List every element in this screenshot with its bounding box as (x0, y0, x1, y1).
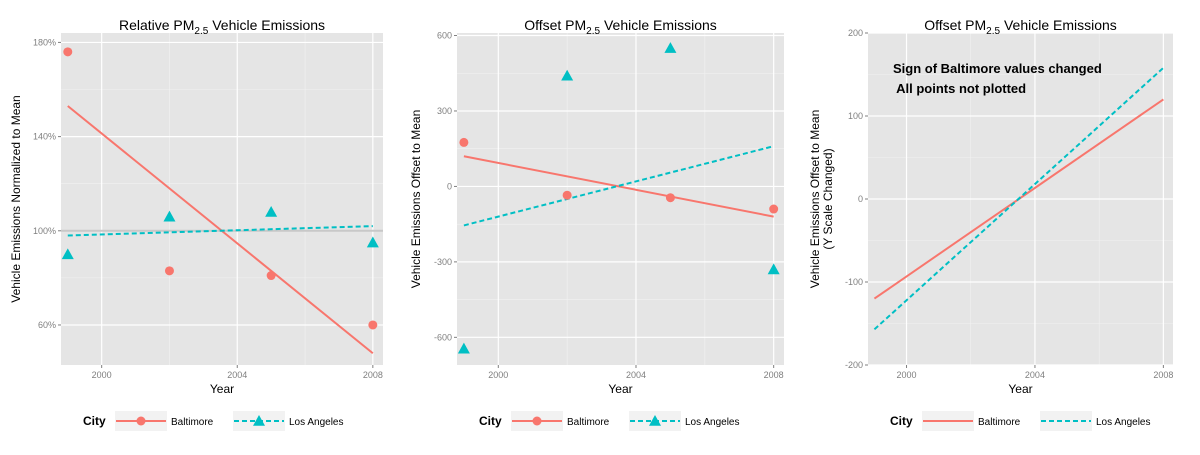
plot-background (61, 33, 383, 365)
baltimore-fit-line (463, 155, 774, 218)
legend-baltimore-marker (136, 416, 146, 426)
y-tick-label: 600 (437, 31, 452, 41)
legend-title: City (890, 414, 913, 428)
baltimore-point (665, 193, 675, 203)
los-angeles-point (664, 42, 677, 53)
x-tick-label: 2000 (92, 370, 112, 380)
los-angeles-point (163, 210, 176, 222)
legend-label-baltimore: Baltimore (171, 417, 214, 428)
y-axis-title: Vehicle Emissions Offset to Mean (409, 110, 423, 289)
los-angeles-point (767, 263, 780, 275)
title-main: Offset PM (524, 17, 586, 33)
x-tick-label: 2000 (897, 370, 917, 380)
y-tick-label: -300 (434, 257, 452, 267)
legend-label-los-angeles: Los Angeles (289, 417, 344, 428)
title-subscript: 2.5 (194, 26, 208, 37)
legend-title: City (83, 414, 106, 428)
y-axis-title: Vehicle Emissions Normalized to Mean (9, 95, 23, 302)
title-rest: Vehicle Emissions (208, 17, 325, 33)
legend-label-los-angeles: Los Angeles (1096, 417, 1151, 428)
los-angeles-point (265, 205, 278, 217)
chart-panel: 2000 2004 2008 -600 -300 0 300 600 Offset PM2.5 … (409, 17, 784, 431)
annotation-text: All points not plotted (893, 81, 1026, 96)
legend-label-baltimore: Baltimore (567, 417, 610, 428)
los-angeles-point (61, 248, 74, 260)
x-axis-title: Year (1008, 382, 1032, 396)
y-tick-label: 60% (38, 320, 56, 330)
y-axis-subtitle: (Y Scale Changed) (821, 148, 835, 249)
baltimore-point (562, 190, 572, 200)
x-tick-label: 2008 (363, 370, 383, 380)
y-tick-label: 100 (848, 111, 863, 121)
legend-title: City (479, 414, 502, 428)
baltimore-point (266, 271, 276, 281)
y-tick-label: -100 (845, 277, 863, 287)
title-subscript: 2.5 (986, 26, 1000, 37)
los-angeles-point (366, 236, 379, 248)
y-tick-label: -600 (434, 332, 452, 342)
title-rest: Vehicle Emissions (1000, 17, 1117, 33)
y-axis-title: Vehicle Emissions Offset to Mean (808, 110, 822, 289)
y-tick-label: 180% (33, 37, 56, 47)
x-tick-label: 2004 (626, 370, 646, 380)
title-main: Offset PM (924, 17, 986, 33)
baltimore-point (164, 266, 174, 276)
los-angeles-fit-line (67, 225, 373, 237)
chart-panel: 2000 2004 2008 60% 100% 140% 180% Relative PM2.… (9, 17, 383, 431)
los-angeles-fit-line (873, 67, 1165, 331)
panel-title: Offset PM2.5 Vehicle Emissions (924, 17, 1117, 37)
panel-title: Offset PM2.5 Vehicle Emissions (524, 17, 717, 37)
x-axis-title: Year (210, 382, 234, 396)
baltimore-point (368, 320, 378, 330)
title-rest: Vehicle Emissions (600, 17, 717, 33)
los-angeles-point (561, 69, 574, 81)
x-tick-label: 2008 (764, 370, 784, 380)
x-tick-label: 2004 (227, 370, 247, 380)
title-main: Relative PM (119, 17, 194, 33)
baltimore-point (769, 204, 779, 214)
legend-label-los-angeles: Los Angeles (685, 417, 740, 428)
baltimore-point (459, 137, 469, 147)
legend-los-angeles-marker (649, 415, 661, 426)
panel-title: Relative PM2.5 Vehicle Emissions (119, 17, 325, 37)
chart-panel: 2000 2004 2008 -200 -100 0 100 200 Offset PM2.5 … (808, 17, 1173, 431)
x-tick-label: 2004 (1025, 370, 1045, 380)
legend-baltimore-marker (532, 416, 542, 426)
x-tick-label: 2008 (1153, 370, 1173, 380)
los-angeles-fit-line (463, 145, 774, 227)
baltimore-fit-line (67, 105, 374, 355)
legend-label-baltimore: Baltimore (978, 417, 1021, 428)
x-axis-title: Year (608, 382, 632, 396)
y-tick-label: 100% (33, 226, 56, 236)
title-subscript: 2.5 (586, 26, 600, 37)
plot-background (457, 33, 784, 365)
y-tick-label: 200 (848, 28, 863, 38)
y-tick-label: 0 (447, 181, 452, 191)
baltimore-point (63, 47, 73, 57)
y-tick-label: 300 (437, 106, 452, 116)
annotation-text: Sign of Baltimore values changed (893, 61, 1102, 76)
legend-los-angeles-marker (253, 415, 265, 426)
los-angeles-point (457, 342, 470, 354)
y-tick-label: 0 (858, 194, 863, 204)
y-tick-label: -200 (845, 360, 863, 370)
x-tick-label: 2000 (488, 370, 508, 380)
y-tick-label: 140% (33, 132, 56, 142)
